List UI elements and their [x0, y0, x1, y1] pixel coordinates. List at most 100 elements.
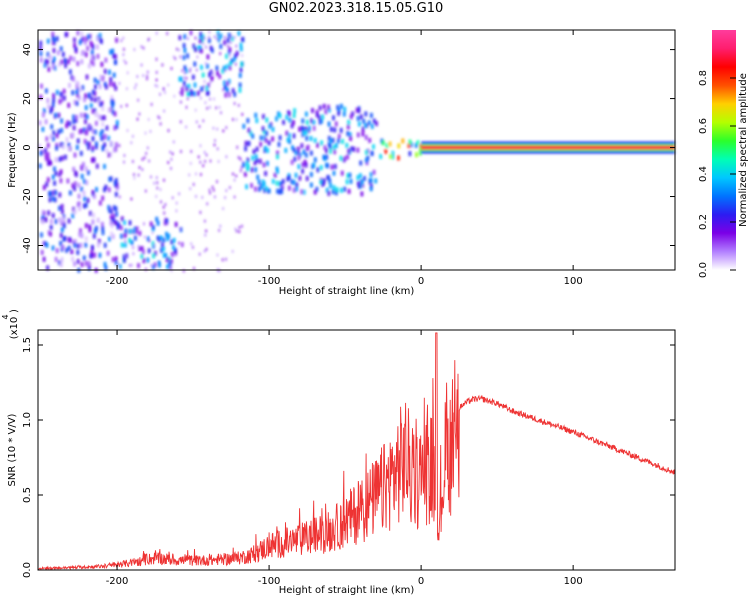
heatmap-cell	[246, 118, 250, 124]
heatmap-cell	[315, 112, 319, 118]
heatmap-cell	[203, 150, 206, 154]
heatmap-cell	[95, 44, 99, 50]
heatmap-cell	[200, 86, 204, 92]
heatmap-cell	[79, 164, 83, 170]
heatmap-cell	[281, 179, 285, 184]
heatmap-cell	[312, 119, 316, 125]
heatmap-cell	[124, 228, 128, 234]
heatmap-cell	[233, 56, 236, 62]
heatmap-cell	[96, 53, 100, 59]
heatmap-cell	[115, 182, 119, 188]
heatmap-cell	[103, 81, 107, 87]
heatmap-cell	[81, 36, 85, 42]
heatmap-cell	[180, 150, 182, 153]
heatmap-cell	[255, 118, 259, 124]
heatmap-cell	[209, 81, 212, 85]
heatmap-cell	[363, 176, 366, 181]
heatmap-cell	[113, 111, 117, 117]
heatmap-cell	[372, 144, 375, 150]
heatmap-cell	[416, 140, 420, 146]
heatmap-cell	[255, 157, 259, 163]
heatmap-cell	[293, 156, 297, 162]
heatmap-cell	[73, 209, 77, 215]
heatmap-cell	[339, 187, 343, 193]
heatmap-cell	[84, 166, 88, 172]
heatmap-cell	[364, 123, 367, 129]
heatmap-cell	[339, 127, 343, 133]
heatmap-cell	[39, 51, 43, 57]
heatmap-cell	[146, 77, 148, 81]
heatmap-cell	[58, 205, 61, 211]
heatmap-cell	[323, 145, 327, 151]
heatmap-cell	[364, 111, 368, 117]
heatmap-cell	[133, 235, 137, 241]
heatmap-cell	[179, 55, 182, 59]
heatmap-cell	[207, 38, 211, 44]
heatmap-cell	[54, 256, 58, 262]
heatmap-cell	[60, 208, 64, 214]
heatmap-cell	[103, 68, 107, 74]
heatmap-cell	[105, 125, 109, 131]
heatmap-cell	[137, 173, 140, 177]
heatmap-cell	[163, 178, 165, 182]
heatmap-cell	[237, 30, 241, 36]
heatmap-cell	[55, 143, 59, 148]
heatmap-cell	[342, 111, 346, 117]
heatmap-cell	[86, 197, 90, 203]
heatmap-cell	[62, 223, 66, 229]
heatmap-cell	[203, 219, 206, 223]
heatmap-cell	[51, 174, 55, 180]
heatmap-cell	[75, 100, 79, 106]
heatmap-cell	[262, 181, 266, 187]
heatmap-cell	[324, 109, 328, 115]
heatmap-cell	[122, 47, 125, 51]
heatmap-cell	[219, 224, 222, 228]
heatmap-cell	[397, 143, 401, 149]
heatmap-cell	[247, 141, 251, 146]
heatmap-cell	[209, 69, 213, 75]
heatmap-cell	[109, 152, 113, 157]
heatmap-cell	[94, 120, 98, 126]
heatmap-cell	[133, 86, 136, 90]
heatmap-cell	[188, 173, 191, 177]
colorbar-tick-label: 0.6	[698, 118, 709, 134]
heatmap-cell	[288, 117, 292, 123]
heatmap-cell	[334, 143, 338, 149]
heatmap-cell	[389, 154, 393, 159]
heatmap-cell	[191, 74, 195, 80]
heatmap-cell	[223, 84, 227, 90]
heatmap-cell	[83, 39, 87, 45]
heatmap-cell	[182, 84, 185, 88]
heatmap-cell	[76, 30, 80, 36]
heatmap-cell	[59, 240, 63, 246]
heatmap-cell	[42, 210, 46, 216]
heatmap-cell	[226, 37, 230, 43]
heatmap-cell	[83, 113, 87, 118]
heatmap-cell	[295, 182, 299, 188]
heatmap-cell	[235, 118, 238, 122]
heatmap-cell	[345, 143, 349, 148]
heatmap-cell	[192, 91, 196, 97]
heatmap-cell	[59, 262, 63, 268]
heatmap-cell	[205, 229, 208, 233]
heatmap-cell	[51, 136, 55, 142]
heatmap-cell	[172, 237, 176, 243]
heatmap-cell	[237, 103, 240, 107]
heatmap-cell	[350, 146, 354, 152]
heatmap-cell	[81, 85, 85, 91]
heatmap-cell	[292, 187, 296, 193]
heatmap-cell	[335, 187, 339, 193]
heatmap-cell	[322, 178, 326, 184]
heatmap-cell	[356, 116, 360, 121]
heatmap-cell	[62, 95, 66, 101]
heatmap-cell	[131, 160, 134, 163]
heatmap-cell	[223, 80, 226, 86]
heatmap-cell	[332, 115, 335, 121]
heatmap-cell	[205, 153, 208, 157]
heatmap-cell	[185, 86, 189, 92]
heatmap-cell	[311, 108, 314, 113]
heatmap-cell	[381, 140, 385, 146]
heatmap-cell	[372, 118, 376, 124]
heatmap-cell	[144, 189, 147, 193]
heatmap-cell	[241, 112, 244, 116]
